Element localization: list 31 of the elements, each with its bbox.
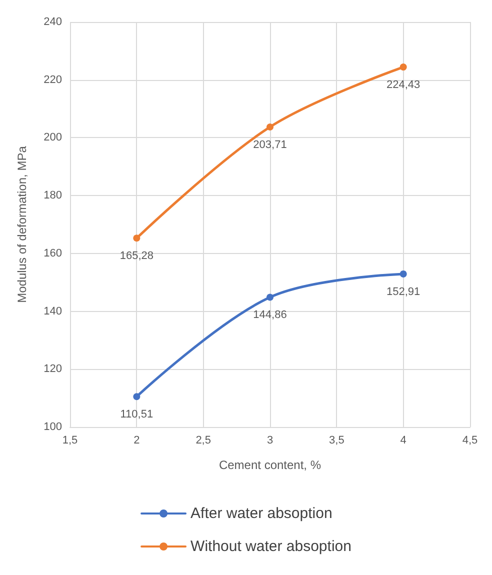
- legend-label: After water absoption: [190, 505, 332, 522]
- x-tick-label: 3: [266, 434, 274, 446]
- data-label: 152,91: [386, 286, 420, 298]
- y-tick-label: 100: [44, 421, 62, 433]
- x-tick-label: 4: [400, 434, 406, 446]
- y-axis-title: Modulus of deformation, MPa: [15, 146, 29, 303]
- x-tick-label: 1,5: [62, 434, 78, 446]
- x-tick-label: 2,5: [196, 434, 211, 446]
- x-axis-title: Cement content, %: [218, 458, 322, 472]
- y-tick-label: 220: [44, 74, 62, 86]
- legend-label: Without water absoption: [190, 538, 352, 555]
- data-label: 165,28: [120, 250, 154, 262]
- point: [400, 64, 407, 71]
- x-tick-label: 2: [134, 434, 140, 446]
- point: [133, 393, 140, 400]
- data-label: 224,43: [386, 79, 420, 92]
- y-tick-label: 160: [44, 247, 62, 260]
- point: [400, 270, 407, 278]
- point: [266, 123, 274, 130]
- point: [266, 294, 274, 301]
- x-tick-label: 4,5: [462, 434, 478, 446]
- point: [133, 234, 140, 242]
- data-label: 203,71: [253, 138, 287, 151]
- x-tick-label: 3,5: [329, 434, 344, 446]
- y-tick-label: 140: [44, 305, 62, 318]
- data-label: 110,51: [120, 408, 154, 421]
- y-tick-label: 240: [44, 16, 62, 28]
- data-label: 144,86: [253, 309, 287, 322]
- y-tick-label: 200: [44, 132, 62, 144]
- y-tick-label: 180: [44, 190, 62, 202]
- y-tick-label: 120: [44, 363, 62, 376]
